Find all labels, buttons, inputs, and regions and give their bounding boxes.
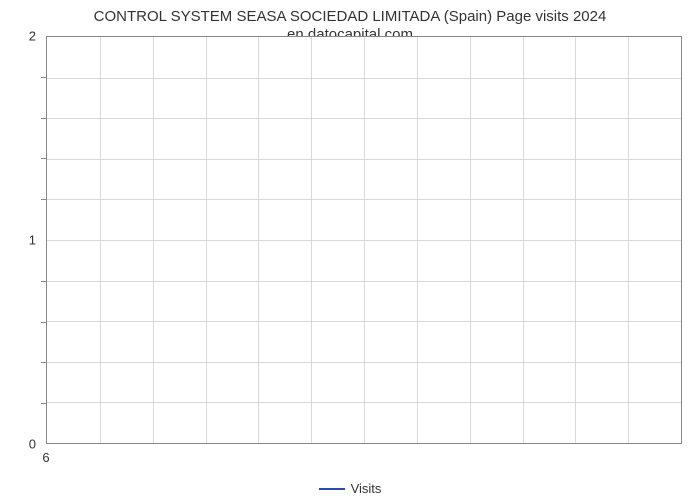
ytick-label-2: 2	[29, 29, 46, 44]
gridline-v	[258, 37, 259, 443]
visits-chart: CONTROL SYSTEM SEASA SOCIEDAD LIMITADA (…	[0, 8, 700, 498]
gridline-v	[523, 37, 524, 443]
gridline-v	[364, 37, 365, 443]
gridline-v	[100, 37, 101, 443]
xtick-label-6: 6	[42, 444, 49, 465]
legend-label: Visits	[351, 481, 382, 496]
ytick-label-1: 1	[29, 233, 46, 248]
legend-swatch-icon	[319, 488, 345, 490]
gridline-v	[470, 37, 471, 443]
gridline-v	[153, 37, 154, 443]
plot-area	[46, 36, 682, 444]
gridline-v	[311, 37, 312, 443]
gridline-v	[206, 37, 207, 443]
gridline-v	[417, 37, 418, 443]
legend: Visits	[0, 480, 700, 496]
gridline-v	[575, 37, 576, 443]
gridline-v	[628, 37, 629, 443]
plot-wrap: 2 1 0	[46, 36, 682, 444]
